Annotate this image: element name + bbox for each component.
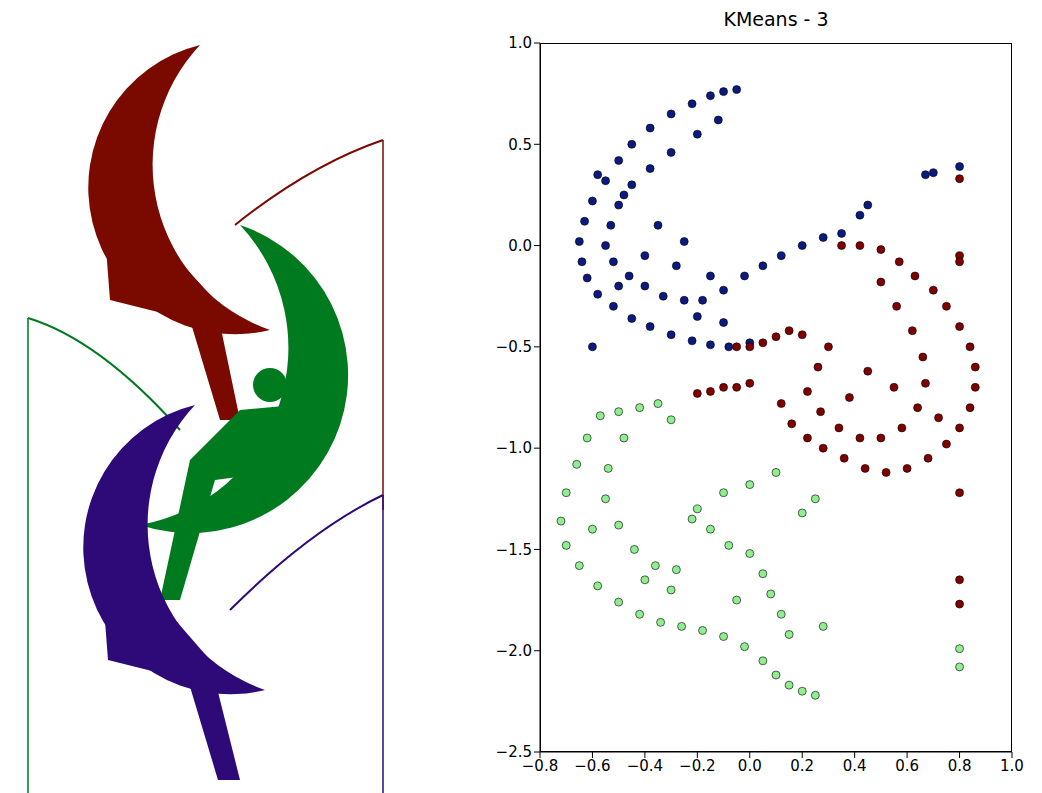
svg-text:0.2: 0.2 <box>790 757 814 775</box>
svg-text:1.0: 1.0 <box>1000 757 1024 775</box>
svg-text:0.8: 0.8 <box>948 757 972 775</box>
html-text:KMeans - 3: KMeans - 3 <box>723 8 829 30</box>
svg-text:0.6: 0.6 <box>895 757 919 775</box>
svg-text:0.0: 0.0 <box>508 237 532 255</box>
svg-text:−0.2: −0.2 <box>679 757 715 775</box>
svg-text:−1.0: −1.0 <box>496 439 532 457</box>
svg-text:0.5: 0.5 <box>508 136 532 154</box>
svg-text:1.0: 1.0 <box>508 34 532 52</box>
svg-text:−0.4: −0.4 <box>627 757 663 775</box>
svg-text:−0.8: −0.8 <box>521 756 559 775</box>
svg-text:0.4: 0.4 <box>843 757 867 775</box>
svg-text:−1.5: −1.5 <box>496 541 532 559</box>
svg-text:0.0: 0.0 <box>738 757 762 775</box>
svg-text:−2.5: −2.5 <box>496 743 532 761</box>
svg-text:−0.6: −0.6 <box>574 757 610 775</box>
svg-text:−0.5: −0.5 <box>496 338 532 356</box>
svg-text:−2.0: −2.0 <box>496 642 532 660</box>
